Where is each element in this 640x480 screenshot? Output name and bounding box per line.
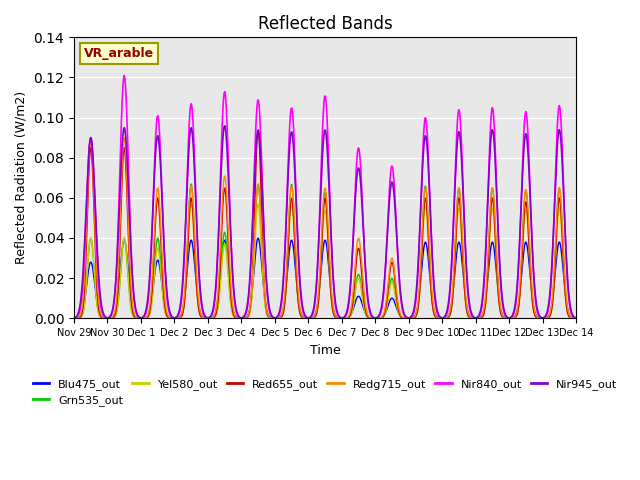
Redg715_out [182,257,190,263]
Red655_out [387,265,394,271]
Grn535_out [387,280,394,286]
Nir840_out [572,315,580,321]
Yel580_out [401,315,409,321]
Nir945_out [221,123,228,129]
Nir840_out [70,315,78,321]
Nir945_out [387,187,394,193]
Yel580_out [209,315,217,321]
Blu475_out [70,315,78,321]
Yel580_out [79,310,87,315]
Nir840_out [120,72,128,78]
Red655_out [70,315,78,321]
Redg715_out [132,313,140,319]
Text: VR_arable: VR_arable [84,47,154,60]
Redg715_out [401,315,409,321]
Line: Nir840_out: Nir840_out [74,75,576,318]
Grn535_out [131,315,139,321]
Nir840_out [132,307,140,312]
Blu475_out [79,306,87,312]
Legend: Blu475_out, Grn535_out, Yel580_out, Red655_out, Redg715_out, Nir840_out, Nir945_: Blu475_out, Grn535_out, Yel580_out, Red6… [28,374,622,410]
Nir840_out [387,173,394,179]
Blu475_out [209,315,216,321]
Nir945_out [131,300,139,306]
Grn535_out [79,310,87,315]
Yel580_out [182,285,189,290]
Y-axis label: Reflected Radiation (W/m2): Reflected Radiation (W/m2) [15,91,28,264]
Line: Blu475_out: Blu475_out [74,238,576,318]
Red655_out [182,283,189,289]
Blu475_out [387,297,394,303]
Line: Yel580_out: Yel580_out [74,204,576,318]
Redg715_out [572,315,580,321]
Red655_out [79,303,87,309]
Nir840_out [182,196,190,202]
Yel580_out [70,315,78,321]
Red655_out [572,315,580,321]
Grn535_out [572,315,580,321]
Redg715_out [209,314,217,320]
X-axis label: Time: Time [310,344,340,357]
Red655_out [209,315,216,321]
Line: Redg715_out: Redg715_out [74,138,576,318]
Blu475_out [255,235,262,241]
Line: Nir945_out: Nir945_out [74,126,576,318]
Red655_out [255,129,262,135]
Nir840_out [401,313,409,319]
Yel580_out [131,315,139,321]
Grn535_out [182,279,189,285]
Red655_out [401,315,409,321]
Nir945_out [572,315,580,321]
Line: Grn535_out: Grn535_out [74,184,576,318]
Blu475_out [131,313,139,319]
Grn535_out [188,181,195,187]
Grn535_out [401,315,409,321]
Line: Red655_out: Red655_out [74,132,576,318]
Yel580_out [572,315,580,321]
Nir945_out [182,218,189,224]
Title: Reflected Bands: Reflected Bands [258,15,392,33]
Blu475_out [182,284,189,290]
Nir945_out [70,315,78,321]
Redg715_out [79,295,87,300]
Nir945_out [209,310,216,315]
Redg715_out [87,135,95,141]
Blu475_out [401,315,409,321]
Grn535_out [209,315,217,321]
Grn535_out [70,315,78,321]
Nir945_out [79,268,87,274]
Redg715_out [70,315,78,321]
Redg715_out [387,261,394,267]
Red655_out [131,314,139,320]
Nir840_out [209,309,217,315]
Yel580_out [387,283,394,289]
Yel580_out [188,201,195,207]
Nir945_out [401,312,409,318]
Nir840_out [79,277,87,283]
Blu475_out [572,315,580,321]
